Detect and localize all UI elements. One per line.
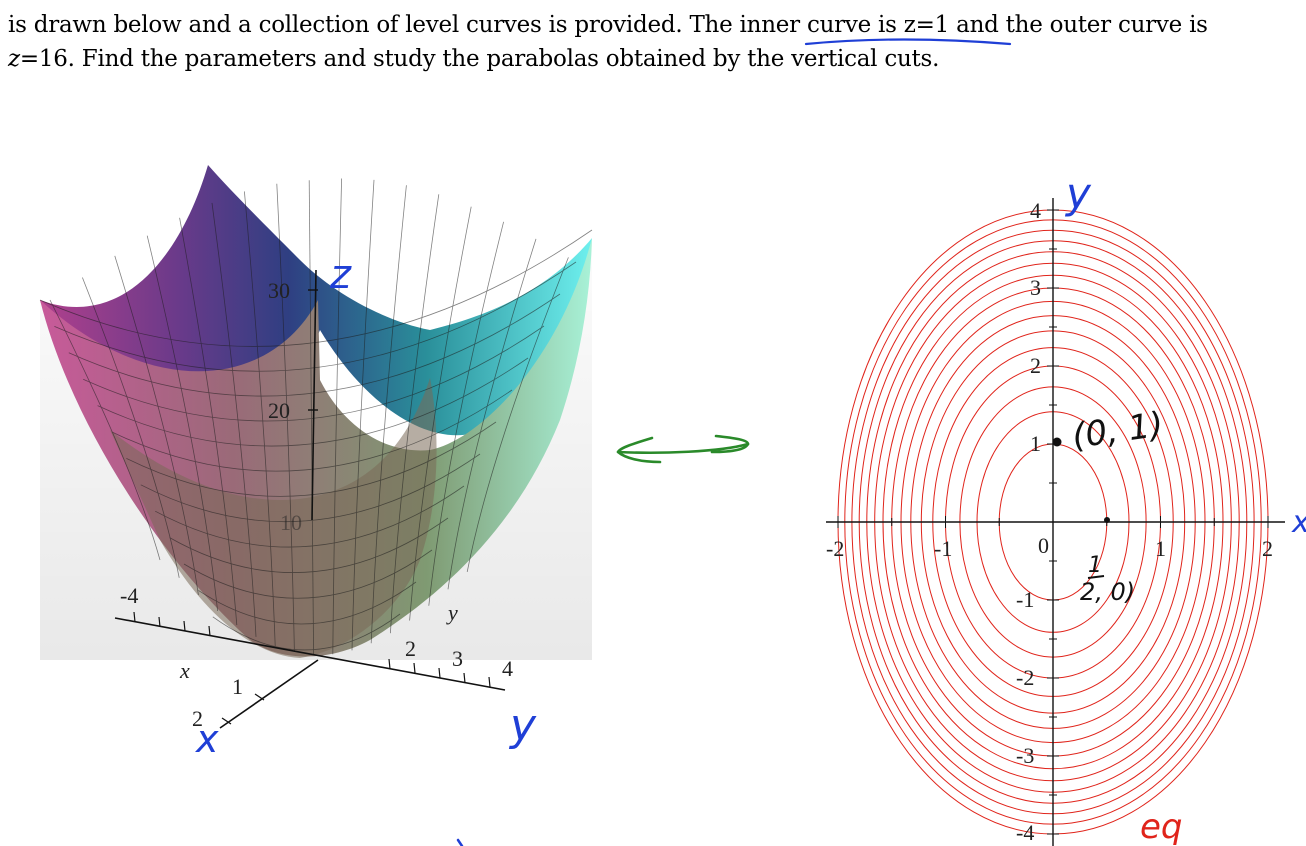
mesh-line-across	[198, 581, 417, 625]
cy-tick-4: 4	[1030, 198, 1041, 223]
x-axis-label: x	[179, 658, 190, 683]
annotation-fraction-num: 1	[1088, 553, 1102, 578]
cx-tick-1: 1	[1155, 536, 1166, 561]
cx-tick-2: 2	[1262, 536, 1273, 561]
contour-hand-label-eq: eq	[1140, 807, 1183, 846]
annotation-point-0-1: (0, 1)	[1070, 405, 1166, 457]
underlined-phrase: inner curve is z=1	[739, 12, 950, 38]
mesh-line-down	[146, 235, 218, 611]
hand-label-y: y	[508, 700, 537, 751]
text-after: and the outer curve is	[949, 12, 1208, 38]
z-tick-label-20: 20	[268, 398, 290, 423]
y-axis-ticks	[133, 611, 491, 688]
mesh-line-down	[466, 257, 569, 572]
surface-front-panel	[110, 378, 437, 658]
mesh-line-down	[49, 299, 161, 561]
x-tick-label-1: 1	[232, 674, 243, 699]
cy-tick-2: 2	[1030, 353, 1041, 378]
y-tick-label-neg4: -4	[120, 583, 138, 608]
mesh-line-down	[276, 183, 295, 653]
mesh-line-down	[428, 221, 504, 606]
cx-tick-neg2: -2	[826, 536, 844, 561]
y-axis-label: y	[446, 600, 458, 625]
text-before: is drawn below and a collection of level…	[8, 12, 740, 38]
contour-plot: -2 -1 0 1 2 4 3 2 1 -1 -2 -3 -4 (0, 1) 1…	[826, 169, 1306, 846]
mesh-line-down	[179, 217, 238, 626]
mesh-line-across	[39, 229, 593, 347]
mesh-line-down	[332, 178, 342, 655]
green-double-arrow	[616, 434, 750, 464]
hand-mark	[456, 838, 464, 846]
contour-hand-label-y: y	[1064, 169, 1092, 218]
surface-plot: 30 20 10 -4 2 3 4 y 1 2 x z x y	[39, 165, 593, 761]
surface-shade	[40, 238, 592, 660]
mesh-line-down	[447, 238, 537, 590]
hand-label-x: x	[195, 717, 219, 761]
problem-text-line-1: is drawn below and a collection of level…	[8, 8, 1208, 42]
cy-tick-1: 1	[1030, 431, 1041, 456]
y-tick-label-4: 4	[502, 656, 513, 681]
contour-ticks	[837, 209, 1269, 835]
point-0-1	[1052, 437, 1062, 447]
z-tick-label-30: 30	[268, 278, 290, 303]
y-tick-label-3: 3	[452, 646, 463, 671]
mesh-line-down	[82, 277, 180, 578]
z-variable: z	[8, 46, 20, 72]
cy-tick-neg4: -4	[1016, 820, 1034, 845]
mesh-line-down	[351, 179, 375, 651]
text-rest: =16. Find the parameters and study the p…	[19, 46, 940, 72]
y-tick-label-2: 2	[405, 636, 416, 661]
mesh-line-across	[212, 613, 401, 651]
z-tick-label-10: 10	[280, 510, 302, 535]
cx-tick-neg1: -1	[934, 536, 952, 561]
mesh-line-down	[370, 185, 407, 644]
x-tick-2	[221, 717, 232, 725]
contour-hand-label-x: x	[1291, 505, 1306, 540]
mesh-line-across	[169, 517, 449, 573]
problem-text-line-2: z=16. Find the parameters and study the …	[8, 42, 939, 76]
cy-tick-neg3: -3	[1016, 743, 1034, 768]
mesh-line-down	[409, 206, 472, 621]
cx-tick-0: 0	[1038, 533, 1049, 558]
cy-tick-3: 3	[1030, 275, 1041, 300]
x-tick-1	[254, 693, 265, 701]
mesh-line-down	[390, 194, 440, 634]
x-axis-line	[219, 659, 319, 729]
mesh-line-across	[140, 453, 481, 522]
z-axis-line	[311, 269, 317, 521]
hand-underline-stroke	[804, 38, 1012, 46]
mesh-line-down	[114, 255, 199, 596]
cy-tick-neg2: -2	[1016, 665, 1034, 690]
mesh-line-down	[244, 191, 276, 646]
mesh-line-across	[183, 549, 433, 599]
annotation-fraction-den: 2, 0)	[1080, 578, 1135, 606]
hand-label-z: z	[329, 252, 352, 298]
mesh-line-down	[211, 202, 257, 637]
cy-tick-neg1: -1	[1016, 587, 1034, 612]
x-tick-label-2: 2	[192, 706, 203, 731]
mesh-line-across	[155, 485, 465, 548]
annotation-fraction-bar	[1087, 575, 1105, 579]
point-half-0	[1104, 517, 1110, 523]
